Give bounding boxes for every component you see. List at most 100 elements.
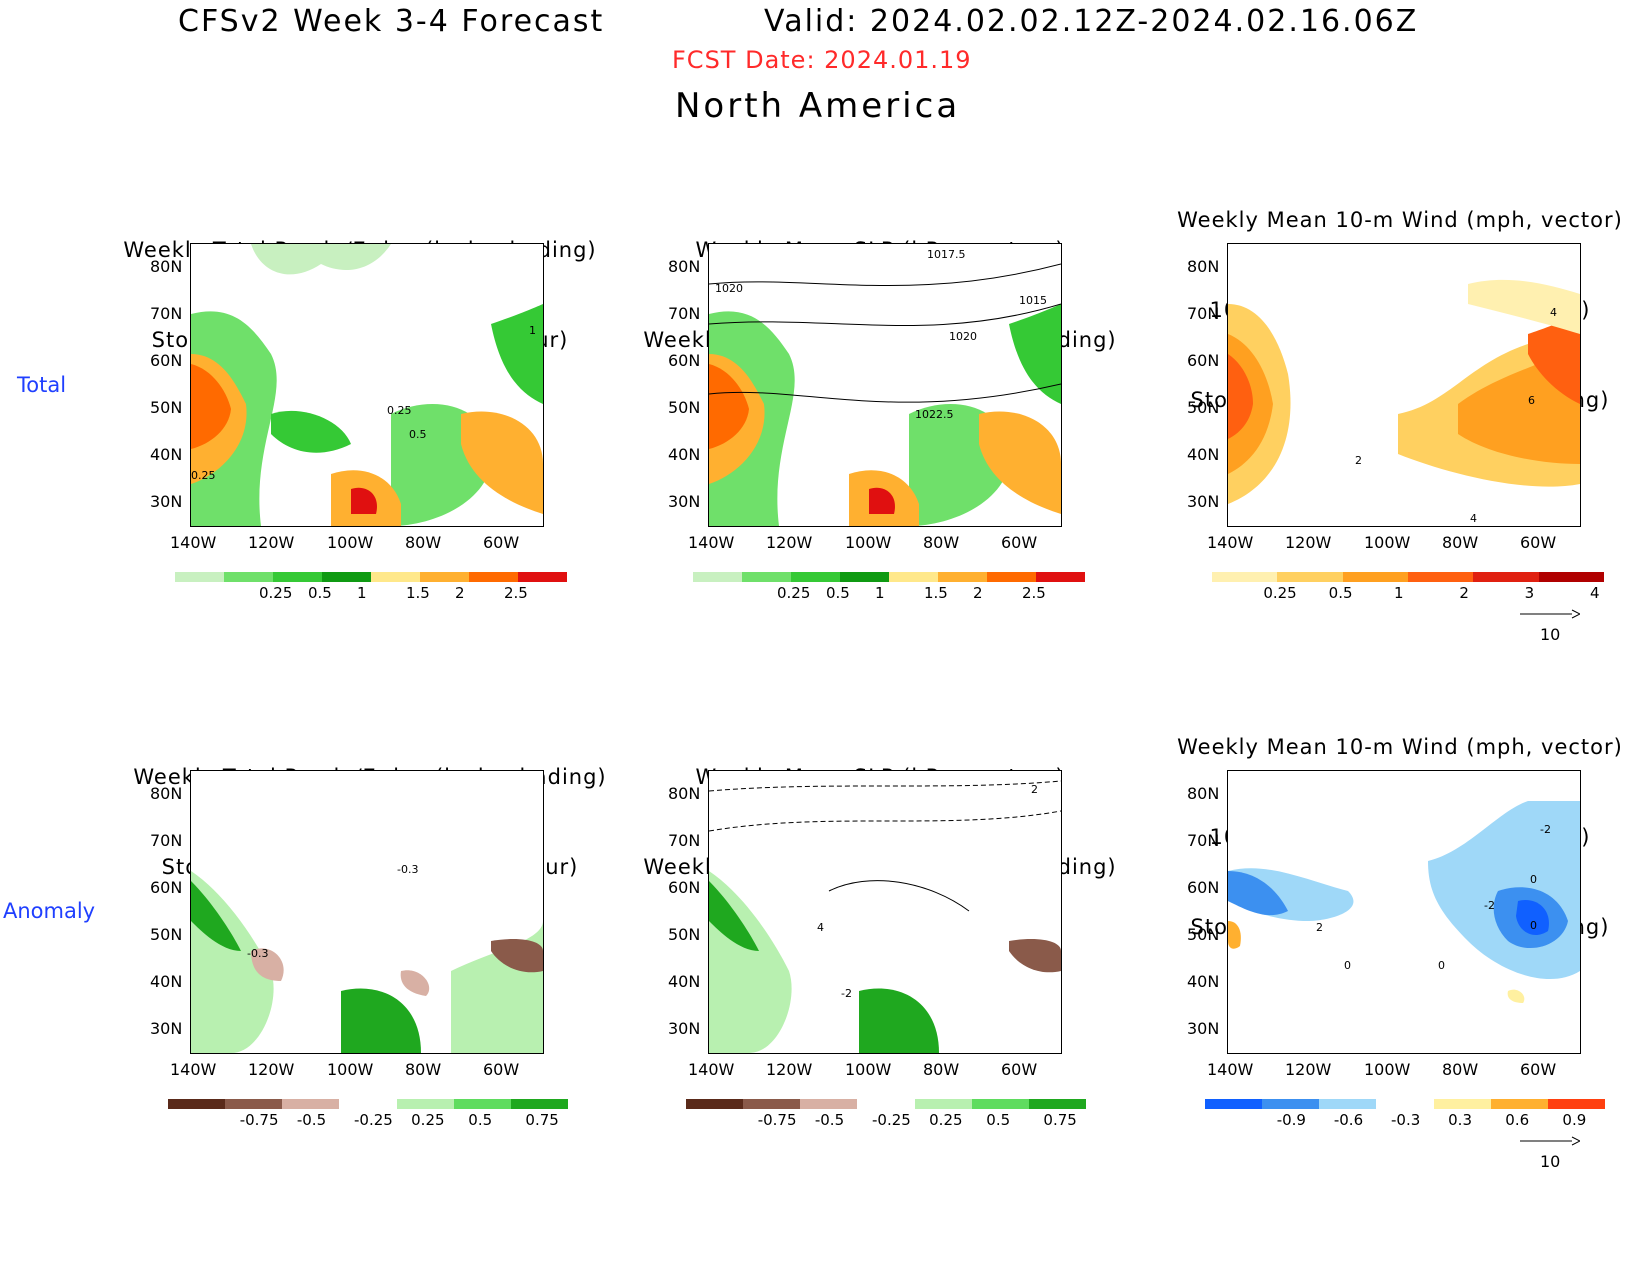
contour-label: 2 — [1355, 454, 1362, 467]
lat-tick-label: 70N — [668, 304, 701, 323]
model-title: CFSv2 Week 3-4 Forecast — [178, 4, 605, 39]
panel-title-line: Weekly Mean 10-m Wind (mph, vector) — [1177, 208, 1623, 232]
vector-reference-label: 10 — [1540, 625, 1561, 644]
valid-period: Valid: 2024.02.02.12Z-2024.02.16.06Z — [764, 4, 1419, 39]
colorbar-segment — [339, 1099, 397, 1109]
lon-tick-label: 80W — [1442, 1060, 1479, 1079]
lat-tick-label: 60N — [1187, 878, 1220, 897]
lon-tick-label: 80W — [923, 533, 960, 552]
colorbar-label: 0.25 — [411, 1111, 445, 1129]
lat-tick-label: 40N — [668, 445, 701, 464]
contour-label: 6 — [1528, 394, 1535, 407]
contour-label: -2 — [1484, 899, 1495, 912]
precip-anom-shading-layer — [191, 871, 543, 1053]
colorbar-label: 0.25 — [259, 584, 293, 602]
lon-tick-label: 100W — [845, 533, 892, 552]
colorbar-segment — [1408, 572, 1474, 582]
colorbar-segment — [800, 1099, 858, 1109]
arrow-icon — [1520, 609, 1582, 619]
lat-tick-label: 80N — [1187, 784, 1220, 803]
contour-label: 1017.5 — [927, 248, 966, 261]
colorbar-label: 0.9 — [1562, 1111, 1587, 1129]
lat-tick-label: 40N — [150, 972, 183, 991]
contour-label: -0.3 — [247, 947, 269, 960]
contour-label: 4 — [1550, 306, 1557, 319]
lon-tick-label: 120W — [248, 1060, 295, 1079]
region-title: North America — [675, 86, 961, 126]
lat-tick-label: 70N — [150, 831, 183, 850]
colorbar-label: -0.9 — [1276, 1111, 1306, 1129]
colorbar-segment — [840, 572, 889, 582]
colorbar-label: 2 — [455, 584, 465, 602]
contour-label: -2 — [841, 987, 852, 1000]
colorbar-label: 1.5 — [924, 584, 948, 602]
colorbar-label: 0.6 — [1505, 1111, 1530, 1129]
colorbar-segment — [225, 1099, 283, 1109]
lat-tick-label: 50N — [1187, 398, 1220, 417]
lat-tick-label: 70N — [1187, 831, 1220, 850]
colorbar-segment — [742, 572, 791, 582]
lat-tick-label: 40N — [668, 972, 701, 991]
colorbar-label: -0.25 — [872, 1111, 911, 1129]
contour-label: 0 — [1530, 873, 1537, 886]
colorbar-segment — [686, 1099, 744, 1109]
colorbar-segment — [510, 1099, 568, 1109]
slp-anom-shading-layer — [709, 780, 1061, 1053]
colorbar-label: -0.3 — [1391, 1111, 1421, 1129]
colorbar-segment — [469, 572, 518, 582]
lat-tick-label: 40N — [1187, 972, 1220, 991]
colorbar-segment — [938, 572, 987, 582]
lat-tick-label: 50N — [150, 925, 183, 944]
contour-label: -0.3 — [397, 863, 419, 876]
colorbar-segment — [889, 572, 938, 582]
colorbar-segment — [420, 572, 469, 582]
colorbar-label: 0.75 — [1043, 1111, 1077, 1129]
colorbar-label: 0.3 — [1448, 1111, 1472, 1129]
lon-tick-label: 80W — [405, 1060, 442, 1079]
lat-tick-label: 50N — [668, 398, 701, 417]
contour-label: 0.5 — [409, 428, 427, 441]
forecast-date: FCST Date: 2024.01.19 — [672, 46, 972, 74]
colorbar-segment — [396, 1099, 454, 1109]
colorbar-segment — [1036, 572, 1085, 582]
precip-shading-layer — [191, 244, 543, 526]
lon-tick-label: 80W — [405, 533, 442, 552]
lat-tick-label: 50N — [1187, 925, 1220, 944]
lat-tick-label: 60N — [1187, 351, 1220, 370]
colorbar-segment — [1212, 572, 1278, 582]
lon-tick-label: 140W — [170, 533, 217, 552]
contour-label: 1022.5 — [915, 408, 954, 421]
lat-tick-label: 70N — [668, 831, 701, 850]
lat-tick-label: 30N — [150, 492, 183, 511]
contour-label: 4 — [1470, 512, 1477, 525]
colorbar-segment — [322, 572, 371, 582]
lat-tick-label: 30N — [1187, 1019, 1220, 1038]
lon-tick-label: 100W — [327, 1060, 374, 1079]
colorbar-segment — [987, 572, 1036, 582]
lon-tick-label: 100W — [845, 1060, 892, 1079]
colorbar-label: 3 — [1524, 584, 1535, 602]
colorbar-segment — [1342, 572, 1408, 582]
contour-label: 0 — [1438, 959, 1445, 972]
colorbar-label: 0.25 — [929, 1111, 963, 1129]
lon-tick-label: 60W — [1520, 533, 1557, 552]
colorbar-segment — [914, 1099, 972, 1109]
lon-tick-label: 80W — [1442, 533, 1479, 552]
colorbar-segment — [1319, 1099, 1377, 1109]
lon-tick-label: 140W — [170, 1060, 217, 1079]
row-label-total: Total — [17, 373, 67, 397]
colorbar-segment — [224, 572, 273, 582]
lon-tick-label: 120W — [248, 533, 295, 552]
panel-title-line: Weekly Mean 10-m Wind (mph, vector) — [1177, 735, 1623, 759]
storm-shading-layer — [1228, 279, 1580, 504]
colorbar-storm-total: 0.25 0.5 1 2 3 4 — [1212, 572, 1604, 602]
colorbar-label: 2 — [973, 584, 983, 602]
lon-tick-label: 100W — [1364, 1060, 1411, 1079]
colorbar-label: 2.5 — [1022, 584, 1046, 602]
colorbar-label: 1.5 — [406, 584, 430, 602]
lat-tick-label: 60N — [150, 351, 183, 370]
colorbar-segment — [1473, 572, 1539, 582]
lon-tick-label: 60W — [1520, 1060, 1557, 1079]
contour-label: 2 — [1031, 783, 1038, 796]
colorbar-label: 0.5 — [986, 1111, 1011, 1129]
